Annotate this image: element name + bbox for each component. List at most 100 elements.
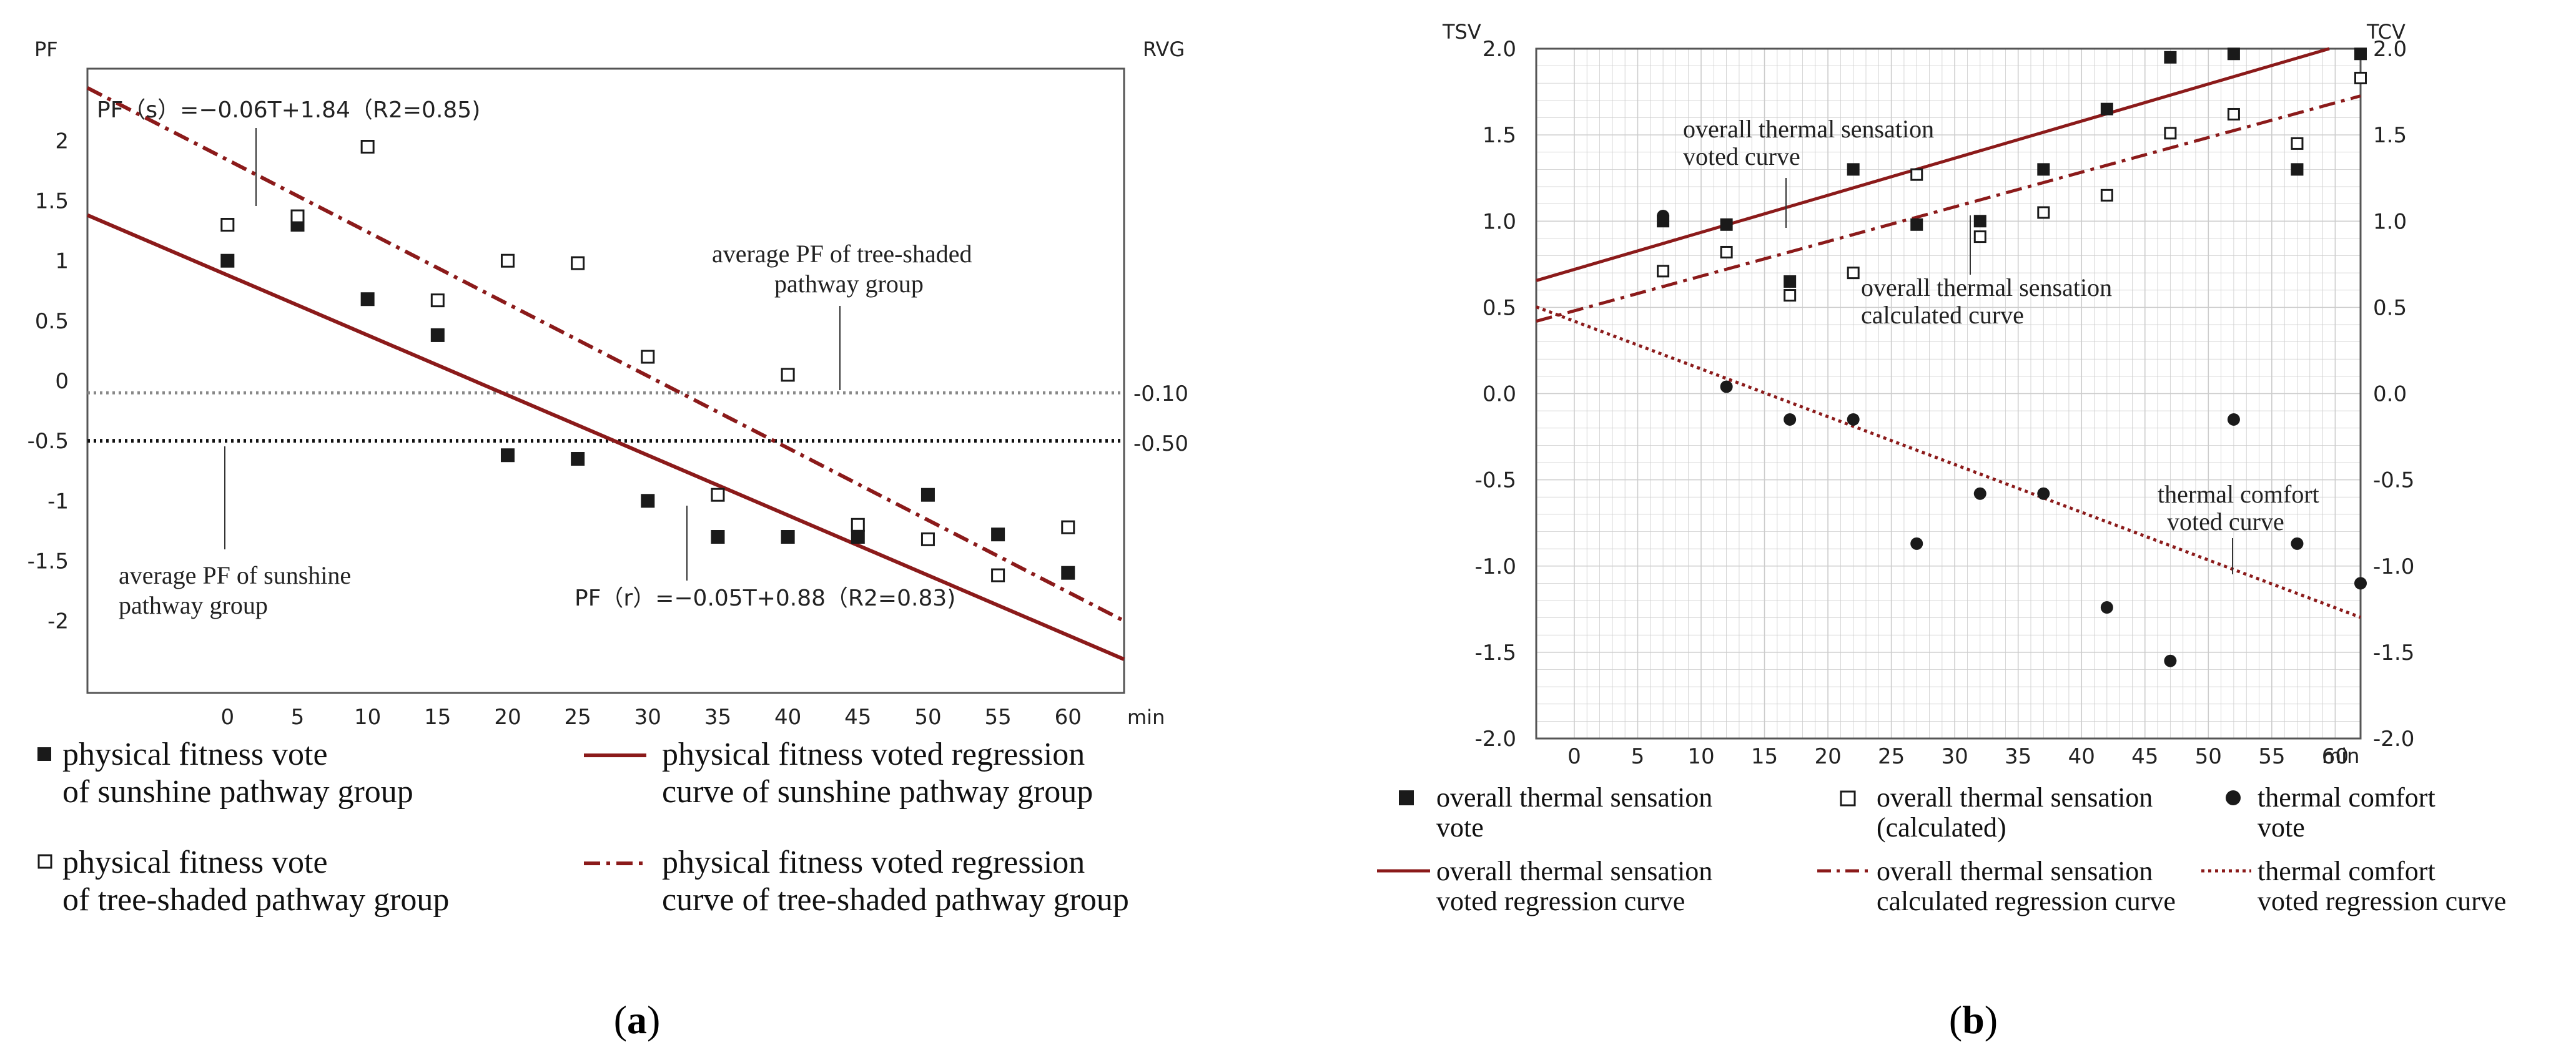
regression-lines-a xyxy=(86,86,1125,661)
x-tick-label: 10 xyxy=(1687,744,1714,769)
data-point-filled-square xyxy=(641,494,655,508)
data-point-filled-square xyxy=(711,530,725,544)
y-tick-label: 0.5 xyxy=(1483,295,1516,320)
data-point-filled-square xyxy=(2291,163,2304,176)
data-point-filled-square xyxy=(1973,215,1986,228)
data-point-filled-circle xyxy=(1657,209,1670,222)
legend-tsv-vote: overall thermal sensation xyxy=(1436,782,1712,813)
data-point-open-square xyxy=(2227,107,2240,120)
x-tick-labels-b: 0 5 10 15 20 25 30 35 40 45 50 55 60 xyxy=(1567,744,2349,769)
caption-a: (a) xyxy=(614,998,661,1042)
legend-sun-reg: physical fitness voted regression xyxy=(662,737,1085,772)
ref-label-tree: -0.10 xyxy=(1133,381,1188,406)
legend-tcv-reg: voted regression curve xyxy=(2258,886,2506,916)
panel-a: 2 1.5 1 0.5 0 -0.5 -1 -1.5 -2 0 5 10 15 20 25 30 35 40 45… xyxy=(27,37,1188,1042)
legend-calc: overall thermal sensation xyxy=(1877,782,2153,813)
y-tick-label: -2 xyxy=(47,609,69,634)
data-point-open-square xyxy=(290,209,305,223)
caption-b: (b) xyxy=(1949,998,1998,1042)
legend-tsv-vote: vote xyxy=(1436,812,1484,843)
data-point-filled-square xyxy=(920,488,935,502)
x-tick-label: 35 xyxy=(2005,744,2031,769)
legend-tsv-reg: voted regression curve xyxy=(1436,886,1685,916)
y-tick-label-right: 0.5 xyxy=(2373,295,2407,320)
tcv-curve-label: thermal comfort xyxy=(2158,480,2319,508)
regression-line xyxy=(1536,94,2361,323)
data-point-open-square xyxy=(1910,168,1923,181)
data-point-open-square xyxy=(360,140,375,154)
legend-sun-vote: of sunshine pathway group xyxy=(62,774,413,810)
x-tick-label: 50 xyxy=(2195,744,2222,769)
data-point-open-square xyxy=(851,518,865,532)
data-point-open-square xyxy=(991,568,1005,582)
x-tick-label: 0 xyxy=(221,705,235,730)
data-point-filled-square xyxy=(2227,47,2240,61)
y-tick-labels-a: 2 1.5 1 0.5 0 -0.5 -1 -1.5 -2 xyxy=(27,129,69,634)
legend-tsv-reg: overall thermal sensation xyxy=(1436,856,1712,886)
y-tick-label-right: 0.0 xyxy=(2373,382,2407,407)
y-tick-label: 2 xyxy=(55,129,69,154)
y-tick-label-right: 1.0 xyxy=(2373,209,2407,234)
caption-paren: ) xyxy=(647,998,660,1042)
x-tick-label: 30 xyxy=(1942,744,1968,769)
data-point-filled-square xyxy=(1720,218,1733,231)
avg-tree-label: pathway group xyxy=(774,270,924,298)
data-point-open-square xyxy=(430,293,445,308)
y-axis-label-left-b: TSV xyxy=(1442,20,1481,44)
y-tick-label: -1.5 xyxy=(1475,640,1516,665)
regression-line xyxy=(1536,305,2361,619)
caption-paren: ( xyxy=(614,998,627,1042)
y-tick-label: 0.0 xyxy=(1483,382,1516,407)
plot-frame-a xyxy=(86,67,1125,694)
legend-tcv-vote: vote xyxy=(2258,812,2305,843)
data-point-open-square xyxy=(711,488,725,502)
avg-sun-label: pathway group xyxy=(119,591,268,619)
data-point-open-square xyxy=(571,256,585,270)
x-tick-label: 20 xyxy=(494,705,521,730)
legend-calc: (calculated) xyxy=(1877,812,2006,843)
tsv-curve-label: overall thermal sensation xyxy=(1683,115,1934,143)
y-tick-label: -1.5 xyxy=(27,549,69,574)
legend-marker-filled-circle xyxy=(2226,790,2241,805)
x-tick-label: 50 xyxy=(914,705,941,730)
data-point-open-square xyxy=(500,253,515,268)
y-tick-label-right: -0.5 xyxy=(2373,468,2414,493)
data-point-open-square xyxy=(1061,520,1075,534)
regression-line xyxy=(1536,47,2330,282)
data-point-filled-square xyxy=(991,528,1005,542)
x-tick-label: 25 xyxy=(565,705,591,730)
legend-tree-vote: of tree-shaded pathway group xyxy=(62,882,449,918)
y-tick-label: -1 xyxy=(47,489,69,514)
x-axis-unit-a: min xyxy=(1127,705,1165,729)
y-tick-label: -1.0 xyxy=(1475,554,1516,579)
x-tick-label: 0 xyxy=(1567,744,1581,769)
x-tick-label: 45 xyxy=(2131,744,2158,769)
data-point-open-square xyxy=(1720,245,1733,258)
tcv-curve-label: voted curve xyxy=(2167,508,2284,536)
data-point-filled-square xyxy=(2354,47,2367,61)
legend-calc-reg: overall thermal sensation xyxy=(1877,856,2153,886)
data-point-filled-square xyxy=(781,530,795,544)
legend-sun-vote: physical fitness vote xyxy=(62,737,328,772)
caption-paren: ( xyxy=(1949,998,1962,1042)
data-point-filled-square xyxy=(430,328,445,342)
tsv-curve-label: voted curve xyxy=(1683,142,1800,170)
legend-marker-open-square xyxy=(37,854,52,869)
data-point-filled-circle xyxy=(2164,654,2177,667)
equation-sun-label: PF（r）=−0.05T+0.88（R2=0.83) xyxy=(575,586,955,611)
data-point-filled-circle xyxy=(2100,601,2113,614)
legend-sun-reg: curve of sunshine pathway group xyxy=(662,774,1093,810)
y-tick-label: 1.5 xyxy=(35,189,69,214)
data-point-filled-square xyxy=(1910,218,1923,231)
legend-marker-filled-square xyxy=(37,747,51,761)
data-point-filled-square xyxy=(220,253,235,268)
x-tick-label: 15 xyxy=(424,705,451,730)
x-tick-label: 30 xyxy=(634,705,661,730)
y-tick-labels-b: 2.0 2.0 1.5 1.5 1.0 1.0 0.5 0.5 0.0 0.0 -0.5 -0.5 -1… xyxy=(1475,37,2415,752)
data-point-filled-circle xyxy=(1910,537,1923,550)
data-point-filled-circle xyxy=(1720,380,1733,393)
data-point-open-square xyxy=(1784,289,1797,302)
y-tick-label: 0 xyxy=(55,369,69,394)
legend-tcv-vote: thermal comfort xyxy=(2258,782,2435,813)
y-tick-label-right: -2.0 xyxy=(2373,727,2414,752)
